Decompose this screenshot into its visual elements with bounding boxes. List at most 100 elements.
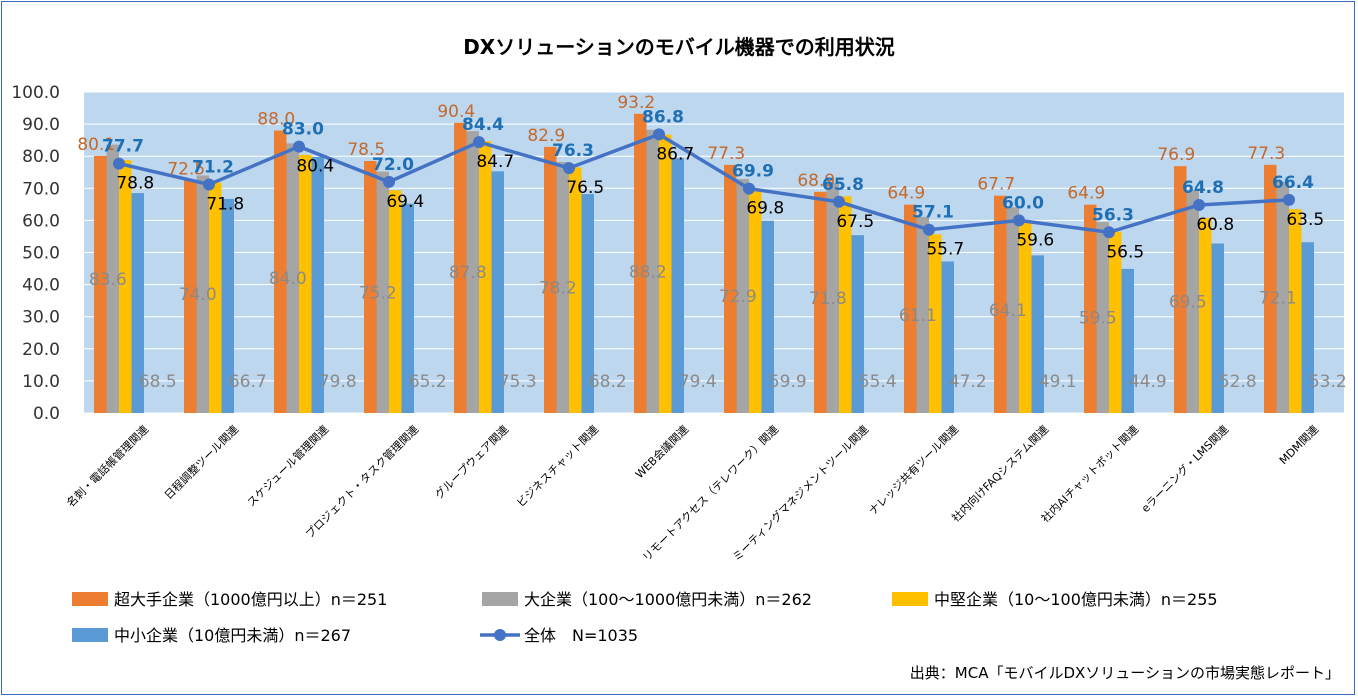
total-line-path xyxy=(118,132,1290,235)
data-label-s3-c5: 68.2 xyxy=(589,372,627,392)
legend: 超大手企業（1000億円以上）n＝251 大企業（100～1000億円未満）n＝2… xyxy=(72,590,1218,645)
total-label-13: 66.4 xyxy=(1272,173,1314,193)
legend-label-3: 中小企業（10億円未満）n＝267 xyxy=(114,626,351,645)
data-label-s0-c6: 93.2 xyxy=(617,93,655,113)
total-point-7 xyxy=(743,182,755,195)
data-label-s1-c0: 83.6 xyxy=(89,270,127,290)
bar-s2-c2 xyxy=(299,154,312,413)
bar-s1-c4 xyxy=(466,131,479,414)
bar-s3-c10 xyxy=(1031,255,1044,413)
legend-swatch-2 xyxy=(892,592,928,606)
data-label-s3-c11: 44.9 xyxy=(1129,372,1167,392)
total-point-5 xyxy=(563,162,575,175)
data-label-s1-c11: 59.5 xyxy=(1079,309,1117,329)
total-point-2 xyxy=(293,140,305,153)
total-point-13 xyxy=(1283,193,1295,206)
x-axis: 名刺・電話帳管理関連 日程調整ツール関連 スケジュール管理関連プロジェクト・タスク管… xyxy=(63,422,1321,564)
bar-s0-c4 xyxy=(454,122,467,413)
bar-s2-c12 xyxy=(1199,217,1212,413)
bar-s0-c13 xyxy=(1264,164,1277,413)
x-tick-label: 日程調整ツール関連 xyxy=(161,422,241,502)
bar-s2-c8 xyxy=(839,196,852,413)
data-label-s0-c9: 64.9 xyxy=(887,184,925,204)
bar-s2-c1 xyxy=(209,182,222,413)
bar-s2-c0 xyxy=(119,160,132,413)
data-label-s3-c6: 79.4 xyxy=(679,372,717,392)
data-label-s1-c8: 71.8 xyxy=(809,289,847,309)
bar-s0-c1 xyxy=(184,180,197,413)
bar-s2-c10 xyxy=(1019,221,1032,413)
bar-s2-c13 xyxy=(1289,209,1302,413)
data-label-s2-c4: 84.7 xyxy=(476,152,514,172)
data-label-s2-c7: 69.8 xyxy=(746,199,784,219)
data-label-s3-c3: 65.2 xyxy=(409,372,447,392)
total-label-10: 60.0 xyxy=(1002,193,1044,213)
data-label-s1-c6: 88.2 xyxy=(629,262,667,282)
bar-s3-c11 xyxy=(1121,268,1134,413)
bar-s0-c10 xyxy=(994,195,1007,413)
legend-swatch-0 xyxy=(72,592,108,606)
bar-s3-c9 xyxy=(941,261,954,413)
data-label-s3-c10: 49.1 xyxy=(1039,372,1077,392)
data-label-s3-c2: 79.8 xyxy=(319,372,357,392)
data-label-s3-c8: 55.4 xyxy=(859,372,897,392)
legend-label-4: 全体 N=1035 xyxy=(524,626,638,645)
data-label-s0-c1: 72.5 xyxy=(167,159,205,179)
y-tick-label: 40.0 xyxy=(22,276,60,296)
data-label-s1-c7: 72.9 xyxy=(719,287,757,307)
y-tick-label: 80.0 xyxy=(22,147,60,167)
total-point-9 xyxy=(923,223,935,236)
data-label-s0-c5: 82.9 xyxy=(527,126,565,146)
data-label-s3-c12: 52.8 xyxy=(1219,372,1257,392)
data-label-s2-c11: 56.5 xyxy=(1106,242,1144,262)
data-label-s2-c1: 71.8 xyxy=(206,194,244,214)
data-label-s1-c1: 74.0 xyxy=(179,285,217,305)
x-tick-label: WEB会議関連 xyxy=(632,422,691,481)
y-tick-label: 0.0 xyxy=(33,404,60,424)
bar-s0-c12 xyxy=(1174,166,1187,413)
x-tick-label: 社内向けFAQシステム関連 xyxy=(949,422,1052,525)
bar-s3-c2 xyxy=(311,156,324,414)
x-tick-label: スケジュール管理関連 xyxy=(244,422,331,509)
data-label-s1-c3: 75.2 xyxy=(359,283,397,303)
bar-s2-c6 xyxy=(659,134,672,413)
data-label-s3-c9: 47.2 xyxy=(949,372,987,392)
bar-s2-c5 xyxy=(569,167,582,413)
legend-label-2: 中堅企業（10～100億円未満）n＝255 xyxy=(934,590,1218,609)
total-label-9: 57.1 xyxy=(912,203,954,223)
data-label-s3-c4: 75.3 xyxy=(499,372,537,392)
total-label-12: 64.8 xyxy=(1182,178,1224,198)
data-label-s1-c12: 69.5 xyxy=(1169,292,1207,312)
data-label-s0-c2: 88.0 xyxy=(257,110,295,130)
bar-s0-c8 xyxy=(814,191,827,413)
data-label-s0-c3: 78.5 xyxy=(347,140,385,160)
data-label-s2-c12: 60.8 xyxy=(1196,215,1234,235)
y-tick-label: 100.0 xyxy=(11,83,60,103)
data-label-s2-c3: 69.4 xyxy=(386,192,424,212)
legend-label-1: 大企業（100～1000億円未満）n＝262 xyxy=(524,590,812,609)
data-label-s1-c13: 72.1 xyxy=(1259,288,1297,308)
legend-label-0: 超大手企業（1000億円以上）n＝251 xyxy=(114,590,387,609)
x-tick-label: MDM関連 xyxy=(1276,422,1321,467)
y-tick-label: 20.0 xyxy=(22,340,60,360)
data-labels: 80.1 72.5 88.0 78.5 90.4 82.9 93.2 77.3 68.9 64.9… xyxy=(77,93,1346,392)
total-label-8: 65.8 xyxy=(822,175,864,195)
total-label-4: 84.4 xyxy=(462,115,504,135)
data-label-s0-c8: 68.9 xyxy=(797,171,835,191)
x-tick-label: 社内AIチャットボット関連 xyxy=(1038,422,1141,525)
bar-s2-c9 xyxy=(929,234,942,413)
chart-title: DXソリューションのモバイル機器での利用状況 xyxy=(463,35,895,59)
data-label-s2-c13: 63.5 xyxy=(1286,210,1324,230)
bar-s1-c11 xyxy=(1096,222,1109,413)
data-label-s2-c6: 86.7 xyxy=(656,144,694,164)
total-point-3 xyxy=(383,175,395,188)
data-label-s0-c10: 67.7 xyxy=(977,175,1015,195)
bar-s1-c0 xyxy=(106,144,119,414)
bar-s0-c6 xyxy=(634,113,647,413)
total-label-3: 72.0 xyxy=(372,155,414,175)
y-tick-label: 60.0 xyxy=(22,211,60,231)
data-label-s2-c0: 78.8 xyxy=(116,174,154,194)
data-label-s2-c9: 55.7 xyxy=(926,240,964,260)
bar-s1-c3 xyxy=(376,171,389,413)
